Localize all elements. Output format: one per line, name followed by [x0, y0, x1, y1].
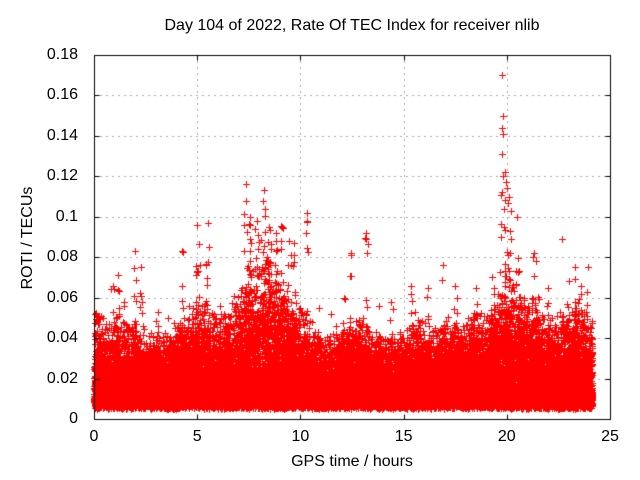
y-tick-label: 0.06	[46, 288, 78, 306]
x-tick-label: 0	[89, 428, 99, 445]
y-tick-label: 0.14	[46, 126, 78, 144]
y-tick-label: 0	[69, 410, 78, 427]
y-tick-label: 0.12	[46, 167, 78, 185]
y-tick-label: 0.1	[55, 207, 78, 225]
x-axis-label: GPS time / hours	[291, 453, 413, 470]
x-tick-label: 10	[291, 428, 310, 445]
chart-title: Day 104 of 2022, Rate Of TEC Index for r…	[164, 17, 540, 34]
x-tick-label: 20	[497, 428, 516, 445]
y-tick-label: 0.16	[46, 86, 78, 104]
x-tick-label: 5	[192, 428, 202, 445]
y-tick-label: 0.04	[46, 329, 78, 347]
x-tick-label: 25	[601, 428, 619, 445]
y-tick-label: 0.02	[46, 369, 78, 387]
x-tick-label: 15	[394, 428, 413, 445]
y-tick-label: 0.18	[46, 46, 78, 63]
y-tick-label: 0.08	[46, 248, 78, 266]
y-axis-label: ROTI / TECUs	[19, 186, 36, 290]
